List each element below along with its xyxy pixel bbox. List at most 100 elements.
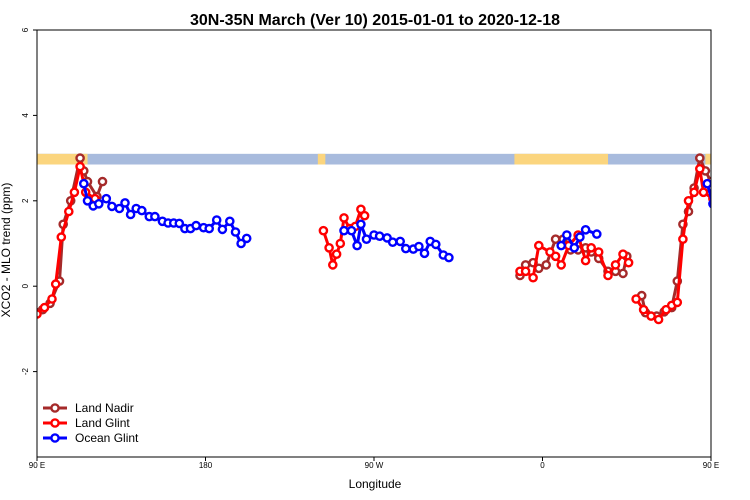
data-point xyxy=(361,234,372,244)
data-point xyxy=(414,241,424,252)
land-band-segment xyxy=(705,153,711,165)
x-tick-label: 180 xyxy=(199,461,213,470)
series-layer xyxy=(37,153,748,325)
data-point xyxy=(722,178,729,185)
data-point xyxy=(646,311,656,321)
y-tick-label: 2 xyxy=(21,198,30,203)
y-axis-ticks: -2 0 2 4 6 xyxy=(21,27,37,375)
data-point xyxy=(689,187,699,198)
data-point xyxy=(556,260,567,270)
data-point xyxy=(702,178,711,189)
data-point xyxy=(580,224,591,235)
data-point xyxy=(97,176,108,187)
data-point xyxy=(556,240,567,251)
y-tick-label: 4 xyxy=(21,113,30,118)
data-point xyxy=(631,294,641,304)
data-point xyxy=(125,209,136,220)
series-line xyxy=(82,183,248,245)
series-land-glint xyxy=(37,161,711,325)
data-point xyxy=(339,213,349,223)
data-point xyxy=(50,279,61,289)
data-point xyxy=(717,193,724,200)
land-sea-band xyxy=(37,153,711,165)
data-point xyxy=(534,240,544,251)
data-point xyxy=(318,225,329,236)
data-point xyxy=(75,161,85,172)
legend-swatch-marker xyxy=(50,418,60,428)
data-point xyxy=(75,153,85,163)
data-point xyxy=(569,242,580,253)
data-point xyxy=(241,233,252,244)
x-axis-label: Longitude xyxy=(349,477,402,491)
series-line xyxy=(705,183,711,203)
data-point xyxy=(444,252,454,263)
data-point xyxy=(94,198,104,209)
y-tick-label: 0 xyxy=(21,283,30,288)
data-point xyxy=(623,257,634,268)
x-tick-label: 90 E xyxy=(29,461,45,470)
data-point xyxy=(211,215,222,225)
data-point xyxy=(400,243,411,254)
ocean-band xyxy=(37,153,711,165)
data-point xyxy=(618,268,628,279)
data-point xyxy=(528,272,538,283)
data-point xyxy=(430,239,441,250)
data-point xyxy=(356,219,366,230)
data-point xyxy=(562,230,572,240)
data-point xyxy=(217,224,228,235)
data-point xyxy=(204,223,214,234)
y-axis-label: XCO2 - MLO trend (ppm) xyxy=(0,183,13,318)
data-point xyxy=(230,227,241,237)
data-point xyxy=(69,187,80,198)
x-tick-label: 0 xyxy=(540,461,545,470)
x-axis-ticks: 90 E 180 90 W 0 90 E xyxy=(29,457,719,470)
data-point xyxy=(550,251,561,262)
data-point xyxy=(107,201,117,212)
data-point xyxy=(610,260,621,270)
data-point xyxy=(335,238,346,249)
data-point xyxy=(191,220,201,231)
plot-frame xyxy=(36,29,712,458)
data-point xyxy=(575,232,585,242)
data-point xyxy=(683,195,694,206)
y-tick-label: -2 xyxy=(21,367,30,375)
data-point xyxy=(136,205,147,216)
data-point xyxy=(618,249,628,259)
data-point xyxy=(695,163,705,174)
data-point xyxy=(638,304,649,315)
data-point xyxy=(698,187,709,198)
data-point xyxy=(741,199,748,206)
data-point xyxy=(324,242,334,253)
data-point xyxy=(346,225,357,236)
series-ocean-glint xyxy=(79,178,748,263)
y-tick-label: 6 xyxy=(21,27,30,32)
legend-entry-label: Ocean Glint xyxy=(75,431,139,445)
data-point xyxy=(331,249,342,259)
data-point xyxy=(419,248,430,259)
x-tick-label: 90 W xyxy=(365,461,384,470)
legend-swatch-marker xyxy=(50,433,60,443)
data-point xyxy=(592,229,602,239)
data-point xyxy=(150,211,160,222)
data-point xyxy=(678,234,688,244)
data-point xyxy=(586,242,597,253)
data-point xyxy=(593,247,604,257)
data-point xyxy=(236,238,246,249)
data-point xyxy=(47,294,57,304)
data-point xyxy=(580,255,591,266)
data-point xyxy=(56,232,67,242)
data-point xyxy=(174,218,185,229)
land-band-segment xyxy=(317,153,326,165)
land-band-segment xyxy=(514,153,609,165)
data-point xyxy=(82,195,93,206)
data-point xyxy=(387,237,398,247)
land-band-segment xyxy=(37,153,88,165)
data-point xyxy=(327,260,338,270)
data-point xyxy=(359,210,370,221)
series-line xyxy=(520,233,630,280)
data-point xyxy=(653,314,664,325)
data-point xyxy=(374,231,385,241)
data-point xyxy=(715,197,722,204)
data-point xyxy=(114,203,125,214)
